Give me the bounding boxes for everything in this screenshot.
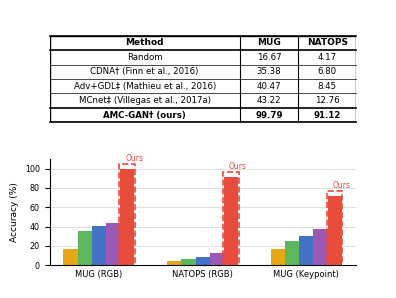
Text: 91.12: 91.12 xyxy=(314,111,341,119)
Text: Method: Method xyxy=(126,38,164,47)
Text: Ours: Ours xyxy=(126,154,143,163)
Text: 40.47: 40.47 xyxy=(257,82,281,91)
Text: Random: Random xyxy=(127,53,162,62)
Text: NATOPS: NATOPS xyxy=(307,38,348,47)
Bar xyxy=(210,253,224,265)
Text: Adv+GDL‡ (Mathieu et al., 2016): Adv+GDL‡ (Mathieu et al., 2016) xyxy=(74,82,216,91)
Bar xyxy=(63,249,78,265)
Bar xyxy=(106,224,120,265)
Bar xyxy=(327,196,342,265)
Text: 6.80: 6.80 xyxy=(318,67,337,76)
Text: 16.67: 16.67 xyxy=(257,53,281,62)
Text: Ours: Ours xyxy=(229,162,247,171)
Text: MUG: MUG xyxy=(257,38,281,47)
Bar xyxy=(78,231,92,265)
Text: MCnet‡ (Villegas et al., 2017a): MCnet‡ (Villegas et al., 2017a) xyxy=(79,96,211,105)
Bar xyxy=(120,169,134,265)
Bar xyxy=(285,241,299,265)
Bar xyxy=(271,249,285,265)
Y-axis label: Accuracy (%): Accuracy (%) xyxy=(10,182,19,242)
Text: AMC-GAN† (ours): AMC-GAN† (ours) xyxy=(103,111,186,119)
Text: 35.38: 35.38 xyxy=(257,67,281,76)
Bar xyxy=(92,226,106,265)
Text: 43.22: 43.22 xyxy=(257,96,281,105)
Bar xyxy=(313,229,327,265)
Bar xyxy=(224,177,238,265)
Text: CDNA† (Finn et al., 2016): CDNA† (Finn et al., 2016) xyxy=(90,67,199,76)
Bar xyxy=(181,259,196,265)
Text: 99.79: 99.79 xyxy=(255,111,283,119)
Text: 8.45: 8.45 xyxy=(318,82,337,91)
Text: 12.76: 12.76 xyxy=(315,96,339,105)
Text: Ours: Ours xyxy=(333,181,351,190)
Bar xyxy=(167,261,181,265)
Text: 4.17: 4.17 xyxy=(318,53,337,62)
Bar xyxy=(196,257,210,265)
Bar xyxy=(299,236,313,265)
